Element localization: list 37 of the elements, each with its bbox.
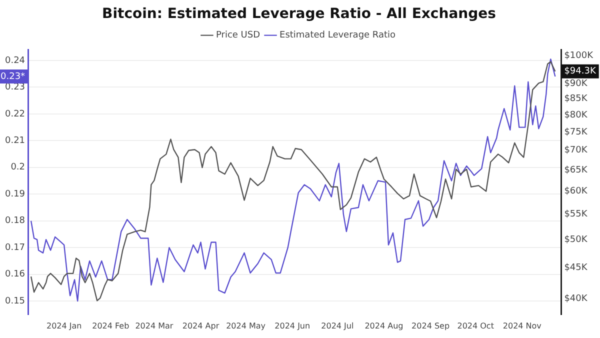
- x-tick-label: 2024 Apr: [182, 321, 220, 330]
- y-tick-label: 0.2: [10, 162, 26, 173]
- y2-tick-label: $65K: [564, 165, 588, 176]
- x-tick-label: 2024 Feb: [92, 321, 130, 330]
- y-tick-label: 0.22: [4, 109, 26, 120]
- y-tick-label: 0.24: [4, 56, 26, 66]
- chart-title: Bitcoin: Estimated Leverage Ratio - All Exchanges: [102, 6, 496, 22]
- x-tick-label: 2024 Mar: [135, 321, 174, 330]
- y-tick-label: 0.15: [4, 296, 26, 306]
- x-tick-label: 2024 Oct: [457, 321, 494, 330]
- y-tick-label: 0.16: [4, 270, 26, 280]
- legend-label: Estimated Leverage Ratio: [280, 30, 396, 41]
- y2-tick-label: $75K: [564, 127, 588, 138]
- y2-tick-label: $50K: [564, 234, 588, 245]
- x-tick-label: 2024 Jan: [46, 321, 82, 330]
- x-tick-label: 2024 Jul: [321, 321, 354, 330]
- x-tick-label: 2024 Sep: [412, 321, 450, 330]
- text: $94.3K: [564, 66, 597, 77]
- y2-tick-label: $70K: [564, 146, 588, 156]
- y2-tick-label: $40K: [564, 294, 588, 304]
- y2-tick-label: $60K: [564, 186, 588, 197]
- y2-tick-label: $100K: [564, 51, 594, 62]
- x-tick-label: 2024 May: [226, 321, 266, 330]
- y-tick-label: 0.19: [4, 189, 26, 200]
- y-tick-label: 0.18: [4, 216, 26, 226]
- x-tick-label: 2024 Nov: [502, 321, 542, 330]
- y2-tick-label: $85K: [564, 94, 588, 104]
- y2-tick-label: $90K: [564, 79, 588, 90]
- y-tick-label: 0.21: [4, 136, 26, 146]
- y-tick-label: 0.17: [4, 242, 26, 253]
- y2-tick-label: $55K: [564, 210, 588, 220]
- text: 0.23*: [0, 72, 26, 82]
- y2-tick-label: $80K: [564, 110, 588, 120]
- y2-tick-label: $45K: [564, 262, 588, 273]
- x-tick-label: 2024 Jun: [274, 321, 310, 330]
- x-tick-label: 2024 Aug: [364, 321, 404, 330]
- legend-label: Price USD: [216, 30, 260, 41]
